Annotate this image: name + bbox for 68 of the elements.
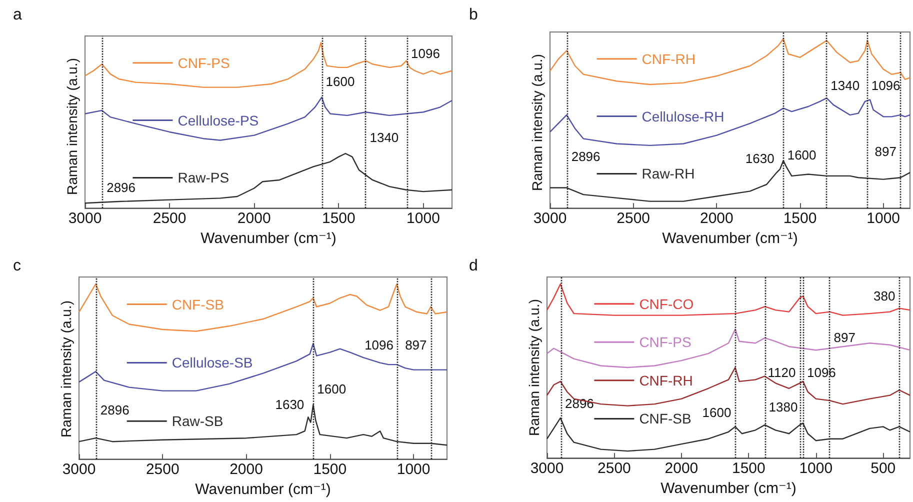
annotation: 1600 xyxy=(326,74,355,89)
chart-title: d xyxy=(469,258,478,274)
legend-label: CNF-SB xyxy=(172,296,224,312)
x-axis-title: Wavenumber (cm⁻¹) xyxy=(200,230,336,247)
annotation: 1340 xyxy=(370,130,399,146)
x-tick-label: 1500 xyxy=(322,210,356,228)
x-tick-label: 2500 xyxy=(616,210,650,228)
y-axis-title: Raman intensity (a.u.) xyxy=(58,300,74,438)
annotation: 897 xyxy=(874,144,896,160)
chart-title: b xyxy=(469,6,478,24)
x-tick-label: 1000 xyxy=(396,461,430,478)
annotation: 897 xyxy=(834,330,856,346)
chart-title: a xyxy=(13,6,22,24)
x-axis-title: Wavenumber (cm⁻¹) xyxy=(660,480,796,497)
x-tick-label: 2000 xyxy=(700,210,734,228)
y-axis-title: Raman intensity (a.u.) xyxy=(526,299,542,436)
legend-label: Raw-PS xyxy=(178,170,230,186)
annotation: 1600 xyxy=(317,381,346,396)
x-tick-label: 500 xyxy=(870,460,896,477)
x-tick-label: 2500 xyxy=(146,461,180,478)
y-axis-title: Raman intensity (a.u.) xyxy=(64,58,80,195)
legend-label: CNF-PS xyxy=(639,334,692,350)
x-tick-label: 1500 xyxy=(732,460,766,477)
x-tick-label: 3000 xyxy=(68,210,102,228)
annotation: 1600 xyxy=(702,404,732,420)
x-tick-label: 2500 xyxy=(152,210,186,228)
legend-label: CNF-CO xyxy=(639,296,694,312)
annotation: 2896 xyxy=(100,402,130,418)
legend-label: CNF-SB xyxy=(639,410,692,427)
legend-label: Cellulose-PS xyxy=(178,112,259,128)
legend-label: Cellulose-RH xyxy=(642,108,724,124)
annotation: 2896 xyxy=(571,149,600,164)
x-tick-label: 3000 xyxy=(533,210,567,228)
annotation: 1630 xyxy=(275,397,304,412)
annotation: 2896 xyxy=(564,396,594,412)
annotation: 380 xyxy=(874,288,896,304)
x-tick-label: 2000 xyxy=(664,460,698,477)
x-tick-label: 2000 xyxy=(237,210,271,228)
x-axis-title: Wavenumber (cm⁻¹) xyxy=(662,230,798,247)
legend-label: Cellulose-SB xyxy=(172,354,253,371)
x-tick-label: 1500 xyxy=(783,210,817,228)
annotation: 1096 xyxy=(806,364,836,380)
x-tick-label: 2000 xyxy=(230,461,263,478)
x-tick-label: 3000 xyxy=(62,461,96,478)
annotation: 2896 xyxy=(106,180,136,195)
x-tick-label: 1000 xyxy=(406,210,440,228)
x-tick-label: 1000 xyxy=(799,460,833,477)
legend-label: Raw-RH xyxy=(642,166,695,182)
chart-title: c xyxy=(13,258,21,274)
annotation: 1096 xyxy=(871,78,900,94)
annotation: 1096 xyxy=(364,338,394,353)
annotation: 1120 xyxy=(768,364,796,380)
annotation: 897 xyxy=(405,338,427,353)
x-tick-label: 1000 xyxy=(866,210,900,228)
annotation: 1630 xyxy=(745,150,774,166)
y-axis-title: Raman intensity (a.u.) xyxy=(529,54,545,191)
legend-label: CNF-PS xyxy=(178,54,230,71)
annotation: 1380 xyxy=(768,400,798,415)
legend-label: Raw-SB xyxy=(172,413,224,430)
legend-label: CNF-RH xyxy=(642,50,696,67)
x-axis-title: Wavenumber (cm⁻¹) xyxy=(195,481,331,498)
annotation: 1340 xyxy=(830,78,860,94)
annotation: 1096 xyxy=(411,46,440,61)
x-tick-label: 2500 xyxy=(598,460,631,477)
x-tick-label: 1500 xyxy=(313,461,347,478)
legend-label: CNF-RH xyxy=(639,372,693,388)
annotation: 1600 xyxy=(787,147,816,162)
x-tick-label: 3000 xyxy=(530,460,564,477)
